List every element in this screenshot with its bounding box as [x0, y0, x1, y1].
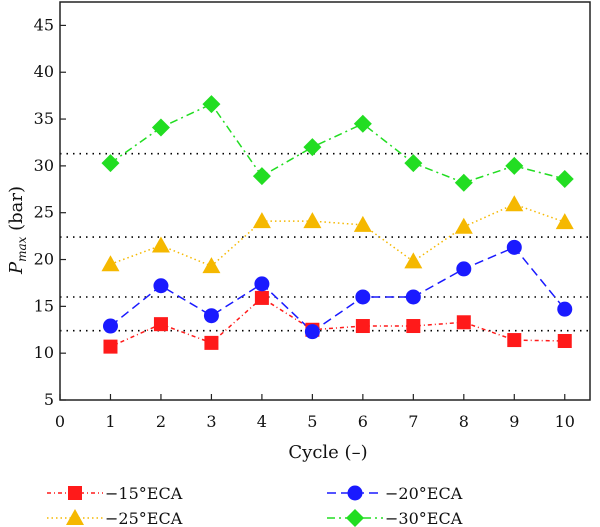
data-point-s4-x3	[202, 95, 221, 114]
x-tick-label-1: 1	[105, 412, 115, 431]
y-tick-label-25: 25	[34, 203, 54, 222]
data-point-s1-x10	[557, 334, 572, 349]
data-point-s2-x7	[405, 289, 421, 305]
x-axis-title: Cycle (–)	[288, 442, 367, 463]
data-point-s2-x4	[254, 276, 270, 292]
y-tick-label-5: 5	[44, 390, 54, 409]
data-point-s1-x3	[204, 335, 219, 350]
data-point-s3-x8	[454, 217, 473, 234]
x-tick-label-10: 10	[555, 412, 575, 431]
data-point-s3-x6	[353, 215, 372, 232]
series-line-4	[110, 103, 565, 184]
plot-frame	[59, 1, 591, 401]
data-point-s1-x8	[456, 315, 471, 330]
legend-label-2: −20°ECA	[385, 484, 463, 503]
data-point-s3-x1	[101, 255, 120, 272]
x-tick-label-4: 4	[257, 412, 267, 431]
legend: −15°ECA −20°ECA −25°ECA −30°ECA	[47, 484, 463, 527]
x-tick-label-7: 7	[408, 412, 418, 431]
data-point-s2-x10	[557, 301, 573, 317]
legend-marker-2	[347, 485, 363, 501]
y-tick-label-35: 35	[34, 109, 54, 128]
legend-marker-4	[346, 509, 364, 527]
data-point-s4-x4	[252, 167, 271, 186]
x-tick-label-9: 9	[509, 412, 519, 431]
y-tick-label-10: 10	[34, 343, 54, 362]
y-tick-label-20: 20	[34, 250, 54, 269]
data-point-s2-x1	[102, 318, 118, 334]
legend-label-1: −15°ECA	[105, 484, 183, 503]
data-point-s1-x4	[254, 290, 269, 305]
x-tick-label-8: 8	[459, 412, 469, 431]
data-point-s3-x3	[202, 257, 221, 274]
data-point-s4-x10	[555, 169, 574, 188]
data-point-s2-x8	[456, 261, 472, 277]
data-point-s1-x7	[406, 319, 421, 334]
data-point-s1-x2	[153, 317, 168, 332]
y-axis-title-sub: max	[15, 236, 29, 262]
data-point-s4-x5	[303, 138, 322, 157]
y-axis-title-unit: (bar)	[6, 186, 27, 237]
data-point-s1-x9	[507, 333, 522, 348]
x-tick-label-2: 2	[156, 412, 166, 431]
data-point-s4-x1	[101, 154, 120, 173]
y-axis-title: Pmax (bar)	[6, 186, 29, 275]
legend-label-3: −25°ECA	[105, 509, 183, 527]
data-point-s3-x4	[252, 212, 271, 229]
data-point-s2-x6	[355, 289, 371, 305]
x-tick-label-6: 6	[358, 412, 368, 431]
y-tick-label-15: 15	[34, 296, 54, 315]
x-tick-label-5: 5	[307, 412, 317, 431]
series-line-2	[110, 246, 566, 333]
data-point-s2-x5	[304, 324, 320, 340]
data-point-s4-x2	[151, 118, 170, 137]
y-tick-label-30: 30	[34, 156, 54, 175]
y-axis-title-main: P	[6, 261, 27, 275]
data-point-s4-x8	[454, 173, 473, 192]
data-point-s3-x7	[404, 252, 423, 269]
data-point-s3-x9	[505, 195, 524, 212]
data-point-s4-x7	[404, 154, 423, 173]
data-point-s2-x2	[153, 278, 169, 294]
data-point-s2-x9	[506, 239, 522, 255]
x-tick-label-3: 3	[206, 412, 216, 431]
data-point-s3-x2	[151, 236, 170, 253]
y-tick-label-45: 45	[34, 15, 54, 34]
data-point-s1-x6	[355, 319, 370, 334]
data-point-s1-x1	[103, 339, 118, 354]
data-point-s4-x9	[505, 156, 524, 175]
data-point-s4-x6	[353, 114, 372, 133]
y-tick-label-40: 40	[34, 62, 54, 81]
data-point-s3-x10	[555, 213, 574, 230]
series-line-1	[110, 296, 565, 348]
data-point-s3-x5	[303, 212, 322, 229]
legend-marker-1	[68, 486, 82, 500]
legend-label-4: −30°ECA	[385, 509, 463, 527]
x-tick-label-0: 0	[55, 412, 65, 431]
data-point-s2-x3	[203, 308, 219, 324]
series-line-3	[110, 203, 566, 267]
legend-marker-3	[66, 509, 84, 525]
